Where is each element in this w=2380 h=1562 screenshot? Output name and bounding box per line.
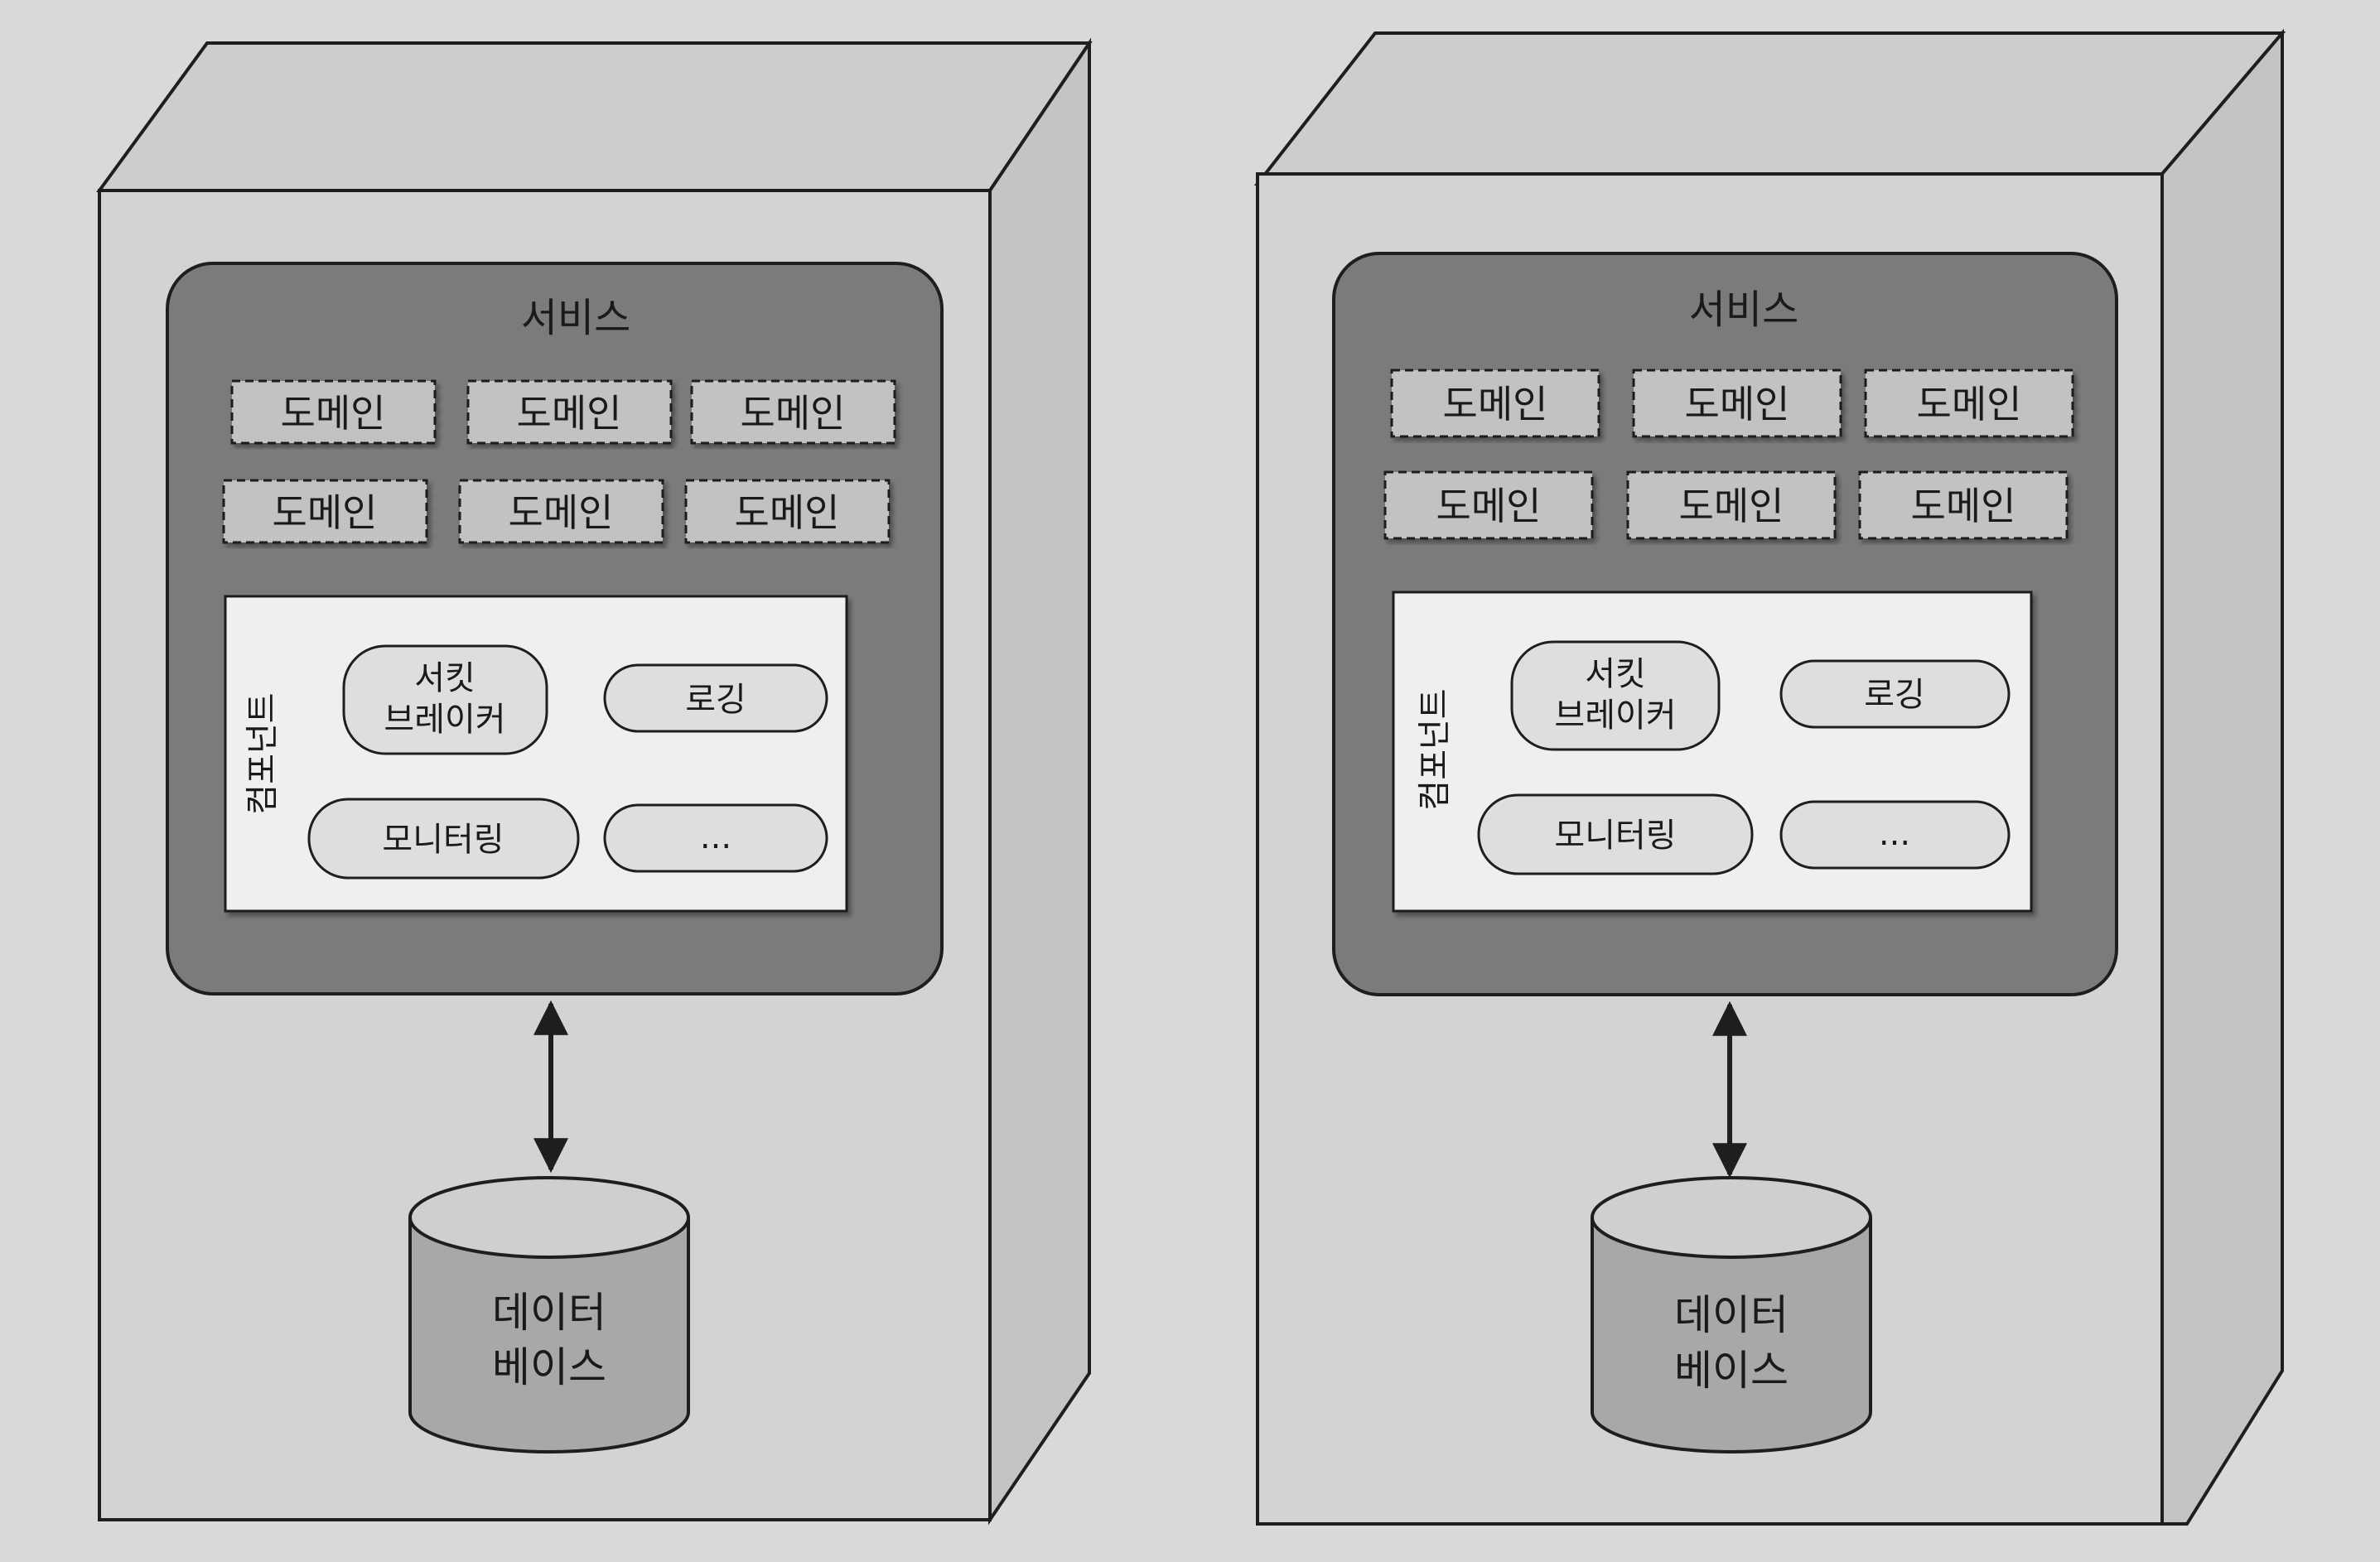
- component-label: 컴포넌트: [244, 692, 282, 814]
- svg-text:로깅: 로깅: [685, 681, 746, 719]
- svg-text:도메인: 도메인: [1436, 484, 1542, 528]
- domain-box: 도메인: [1858, 470, 2069, 540]
- component-pill: 모니터링: [307, 798, 580, 880]
- component-pill: 서킷 브레이커: [342, 644, 548, 755]
- svg-text:도메인: 도메인: [273, 490, 378, 535]
- component-pill: 로깅: [1779, 659, 2011, 729]
- domain-box: 도메인: [1383, 470, 1594, 540]
- svg-text:도메인: 도메인: [281, 391, 386, 436]
- domain-box: 도메인: [458, 479, 664, 544]
- svg-text:서킷: 서킷: [1585, 655, 1646, 693]
- svg-text:도메인: 도메인: [1679, 484, 1784, 528]
- server-box-side-face: [988, 37, 1091, 1526]
- component-pill: ...: [1779, 800, 2011, 870]
- svg-text:...: ...: [1879, 815, 1910, 853]
- component-panel-right: 컴포넌트 서킷 브레이커 로깅 모니터링 ...: [1392, 591, 2033, 913]
- server-box-side-face: [2160, 28, 2284, 1526]
- svg-text:도메인: 도메인: [741, 391, 846, 436]
- domain-grid-right: 도메인 도메인 도메인 도메인 도메인 도메인: [1383, 369, 2074, 540]
- component-pill: 서킷 브레이커: [1510, 640, 1721, 751]
- svg-text:도메인: 도메인: [517, 391, 622, 436]
- service-label: 서비스: [1689, 287, 1798, 333]
- svg-text:로깅: 로깅: [1864, 676, 1925, 714]
- component-panel-left: 컴포넌트 서킷 브레이커 로깅 모니터링 ...: [224, 595, 848, 913]
- server-box-top-face: [1253, 31, 2286, 186]
- svg-text:도메인: 도메인: [509, 490, 614, 535]
- svg-text:도메인: 도메인: [1685, 382, 1790, 427]
- component-label: 컴포넌트: [1416, 688, 1454, 810]
- svg-text:데이터: 데이터: [1674, 1291, 1789, 1339]
- domain-box: 도메인: [222, 479, 428, 544]
- domain-grid-left: 도메인 도메인 도메인 도메인 도메인 도메인: [222, 379, 896, 544]
- svg-text:모니터링: 모니터링: [1554, 817, 1676, 855]
- svg-text:서킷: 서킷: [414, 659, 476, 697]
- svg-text:도메인: 도메인: [1911, 484, 2016, 528]
- domain-box: 도메인: [230, 379, 437, 445]
- service-label: 서비스: [521, 295, 630, 341]
- domain-box: 도메인: [466, 379, 673, 445]
- svg-text:데이터: 데이터: [492, 1289, 606, 1337]
- server-box-top-face: [96, 41, 1093, 192]
- domain-box: 도메인: [684, 479, 891, 544]
- svg-text:도메인: 도메인: [735, 490, 840, 535]
- svg-text:도메인: 도메인: [1917, 382, 2022, 427]
- svg-text:모니터링: 모니터링: [382, 821, 504, 859]
- domain-box: 도메인: [1864, 369, 2074, 438]
- svg-text:브레이커: 브레이커: [1554, 697, 1676, 735]
- component-pill: ...: [603, 803, 828, 873]
- svg-text:베이스: 베이스: [492, 1343, 606, 1391]
- database-cylinder-right: 데이터 베이스: [1591, 1176, 1872, 1454]
- domain-box: 도메인: [1632, 369, 1842, 438]
- svg-text:베이스: 베이스: [1674, 1347, 1789, 1395]
- svg-text:브레이커: 브레이커: [384, 701, 505, 739]
- component-pill: 로깅: [603, 663, 828, 733]
- component-pill: 모니터링: [1477, 793, 1754, 875]
- domain-box: 도메인: [1390, 369, 1600, 438]
- database-cylinder-left: 데이터 베이스: [408, 1176, 690, 1454]
- domain-box: 도메인: [1626, 470, 1837, 540]
- svg-text:도메인: 도메인: [1443, 382, 1548, 427]
- domain-box: 도메인: [690, 379, 896, 445]
- svg-text:...: ...: [700, 818, 731, 856]
